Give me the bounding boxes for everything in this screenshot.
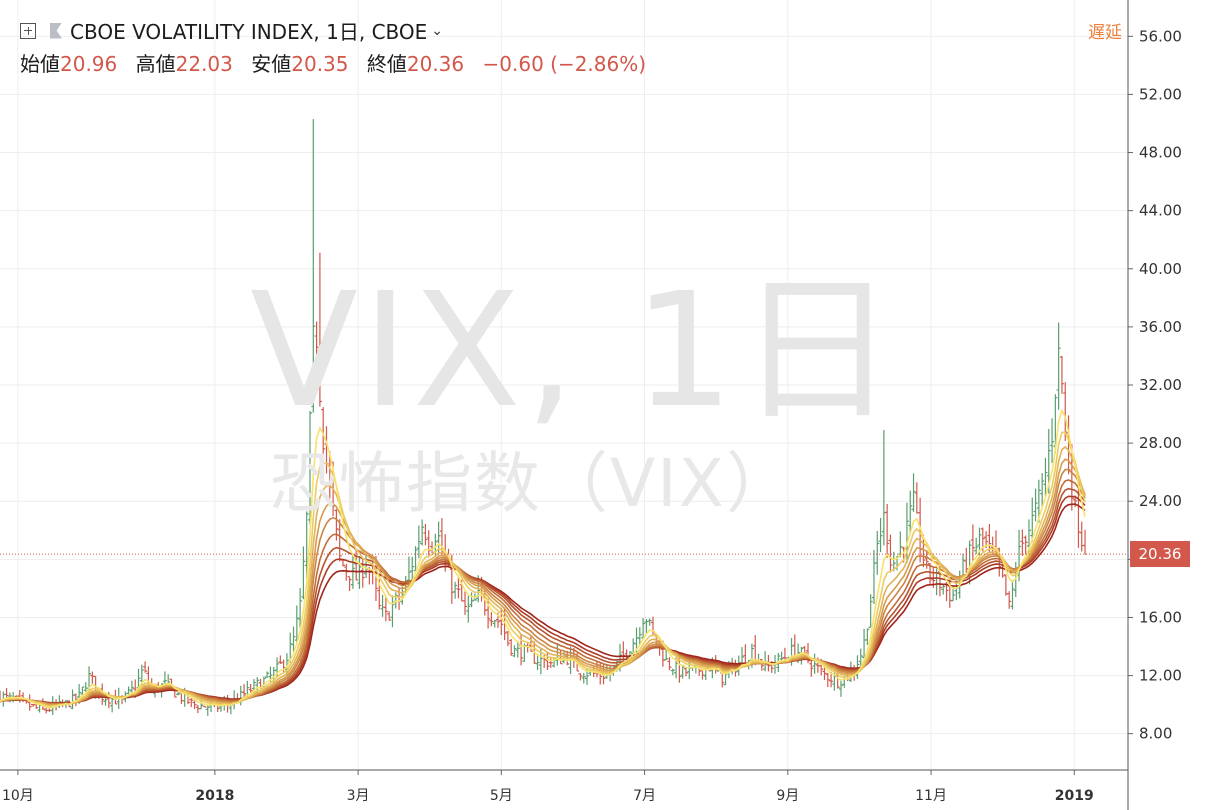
x-tick-label: 5月 — [490, 788, 513, 804]
change-value: −0.60 (−2.86%) — [482, 52, 647, 76]
symbol-header[interactable]: CBOE VOLATILITY INDEX, 1日, CBOE ⌄ — [20, 16, 443, 45]
y-tick-label: 44.00 — [1139, 202, 1182, 220]
open-value: 20.96 — [60, 52, 118, 76]
moving-average-line — [0, 431, 1086, 708]
delay-badge[interactable]: 遅延 — [1088, 23, 1122, 43]
y-tick-label: 40.00 — [1139, 260, 1182, 278]
high-label: 高値 — [135, 52, 176, 76]
y-tick-label: 52.00 — [1139, 85, 1182, 103]
y-tick-label: 28.00 — [1139, 434, 1182, 452]
open-label: 始値 — [20, 52, 60, 76]
watermark-description: 恐怖指数（VIX） — [270, 445, 794, 522]
watermark-symbol: VIX, 1日 — [250, 259, 900, 443]
flag-icon[interactable] — [50, 22, 62, 39]
y-tick-label: 36.00 — [1139, 318, 1182, 336]
x-tick-label: 2019 — [1055, 788, 1094, 804]
symbol-title[interactable]: CBOE VOLATILITY INDEX, 1日, CBOE — [70, 20, 428, 44]
close-value: 20.36 — [406, 52, 465, 76]
moving-average-line — [0, 408, 1086, 709]
chevron-down-icon[interactable]: ⌄ — [431, 22, 444, 39]
x-tick-label: 2018 — [195, 788, 234, 804]
last-price-tag: 20.36 — [1130, 541, 1190, 568]
close-label: 終値 — [366, 52, 407, 76]
moving-average-line — [0, 495, 1086, 705]
y-tick-label: 56.00 — [1139, 27, 1182, 45]
y-tick-label: 16.00 — [1139, 608, 1182, 626]
x-tick-label: 3月 — [347, 788, 370, 804]
plus-icon[interactable] — [20, 22, 36, 39]
low-label: 安値 — [251, 52, 292, 76]
y-tick-label: 48.00 — [1139, 144, 1182, 162]
y-tick-label: 32.00 — [1139, 376, 1182, 394]
y-tick-label: 24.00 — [1139, 492, 1182, 510]
y-tick-label: 12.00 — [1139, 667, 1182, 685]
y-tick-label: 8.00 — [1139, 725, 1172, 743]
low-value: 20.35 — [291, 52, 349, 76]
x-tick-label: 10月 — [2, 788, 34, 804]
high-value: 22.03 — [175, 52, 233, 76]
x-tick-label: 9月 — [776, 788, 799, 804]
x-tick-label: 7月 — [633, 788, 656, 804]
x-tick-label: 11月 — [915, 788, 947, 804]
ohlc-legend: 始値20.96 高値22.03 安値20.35 終値20.36 −0.60 (−… — [20, 48, 658, 77]
